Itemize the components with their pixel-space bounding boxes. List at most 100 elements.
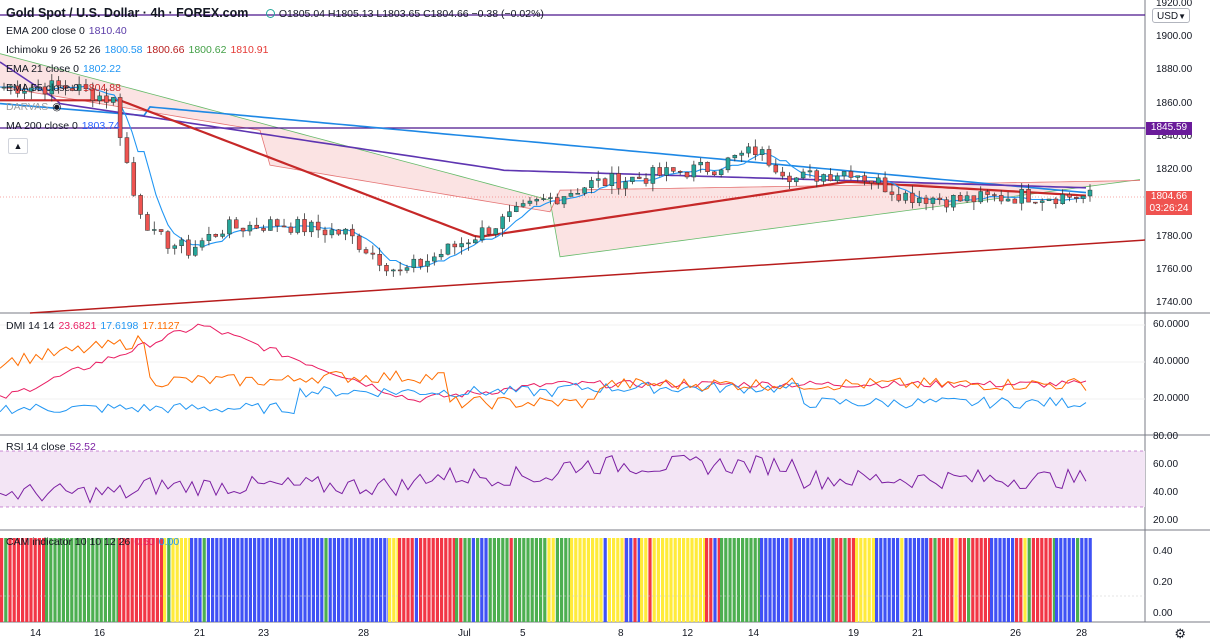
legend-ema[interactable]: EMA 200 close 0 1810.40: [6, 25, 127, 37]
candle: [732, 154, 738, 162]
candle: [903, 190, 908, 204]
candle: [145, 211, 150, 231]
cam-bar: [686, 538, 690, 622]
rsi-legend[interactable]: RSI 14 close 52.52: [6, 441, 96, 453]
candle: [500, 213, 505, 237]
cam-bar: [33, 538, 37, 622]
cam-bar: [967, 538, 971, 622]
time-tick: 16: [94, 628, 106, 639]
settings-icon[interactable]: ⚙: [1174, 626, 1186, 641]
candle: [841, 171, 847, 180]
rsi-tick: 80.00: [1153, 431, 1179, 442]
cam-bar: [933, 538, 937, 622]
candle: [1019, 183, 1024, 211]
candle: [889, 183, 895, 202]
cam-bar: [358, 538, 362, 622]
candle: [281, 218, 287, 228]
candle: [1, 82, 7, 91]
cam-bar: [337, 538, 341, 622]
cam-bar: [530, 538, 534, 622]
cam-bar: [167, 538, 171, 622]
cam-bar: [57, 538, 61, 622]
cam-bar: [455, 538, 459, 622]
legend-ema[interactable]: EMA 55 close 0 1804.88: [6, 82, 121, 94]
collapse-icon[interactable]: ▲: [8, 138, 28, 154]
candle: [432, 252, 437, 266]
time-tick: 14: [30, 628, 42, 639]
candle: [978, 186, 983, 204]
candle: [971, 195, 977, 211]
cam-bar: [749, 538, 753, 622]
candle: [548, 192, 553, 205]
cam-bar: [509, 538, 513, 622]
candle: [49, 74, 55, 102]
cam-bar: [476, 538, 480, 622]
candle: [76, 76, 82, 96]
cam-bar: [827, 538, 831, 622]
cam-bar: [505, 538, 509, 622]
cam-bar: [1067, 538, 1071, 622]
candle: [855, 175, 861, 182]
ohlc-readout: O1805.04 H1805.13 L1803.65 C1804.66 −0.3…: [265, 8, 544, 20]
cam-bar: [555, 538, 559, 622]
candle: [438, 249, 444, 261]
candle: [1005, 192, 1011, 202]
candle: [165, 230, 171, 254]
cam-bar: [698, 538, 702, 622]
candle: [213, 233, 218, 238]
candle: [1087, 184, 1093, 202]
legend-ichimoku[interactable]: Ichimoku 9 26 52 26 1800.58 1800.66 1800.62…: [6, 44, 269, 56]
candle: [152, 221, 157, 235]
cam-bar: [488, 538, 492, 622]
legend-ma[interactable]: MA 200 close 0 1803.74: [6, 120, 120, 132]
candle: [124, 132, 130, 164]
candle: [664, 161, 669, 182]
cam-bar: [724, 538, 728, 622]
candle: [1033, 201, 1038, 205]
symbol-title[interactable]: Gold Spot / U.S. Dollar · 4h · FOREX.com: [6, 6, 249, 20]
cam-bar: [459, 538, 463, 622]
cam-bar: [324, 538, 328, 622]
cam-bar: [620, 538, 624, 622]
cam-bar: [656, 538, 660, 622]
candle: [90, 82, 96, 108]
cam-bar: [570, 538, 574, 622]
candle: [992, 192, 997, 202]
cam-bar: [823, 538, 827, 622]
eye-icon[interactable]: ◉: [52, 101, 62, 113]
cam-bar: [70, 538, 74, 622]
cam-bar: [859, 538, 863, 622]
candle: [56, 76, 61, 94]
cam-bar: [781, 538, 785, 622]
candle: [944, 196, 949, 213]
cam-bar: [42, 538, 46, 622]
cam-bar: [143, 538, 147, 622]
cam-legend[interactable]: CAM indicator 10 10 12 26 0.50 0.00: [6, 536, 180, 548]
currency-select[interactable]: USD ▼: [1152, 8, 1190, 23]
cam-bar: [1084, 538, 1088, 622]
dmi-legend[interactable]: DMI 14 14 23.6821 17.6198 17.1127: [6, 320, 180, 332]
cam-bar: [612, 538, 616, 622]
legend-darvas[interactable]: DARVAS ◉: [6, 101, 62, 113]
legend-ema[interactable]: EMA 21 close 0 1802.22: [6, 63, 121, 75]
candle: [773, 158, 779, 175]
candle: [848, 165, 854, 181]
cam-bar: [147, 538, 151, 622]
candle: [705, 161, 710, 175]
cam-bar: [374, 538, 378, 622]
candle: [493, 228, 499, 238]
cam-bar: [341, 538, 345, 622]
cam-bar: [227, 538, 231, 622]
candle: [507, 204, 512, 222]
candle: [589, 176, 594, 194]
cam-bar: [831, 538, 835, 622]
cam-bar: [232, 538, 236, 622]
cam-bar: [25, 538, 29, 622]
candle: [609, 166, 615, 195]
cam-bar: [652, 538, 656, 622]
cam-bar: [703, 538, 707, 622]
cam-bar: [950, 538, 954, 622]
candle: [486, 225, 492, 237]
price-tick: 1860.00: [1156, 97, 1193, 109]
